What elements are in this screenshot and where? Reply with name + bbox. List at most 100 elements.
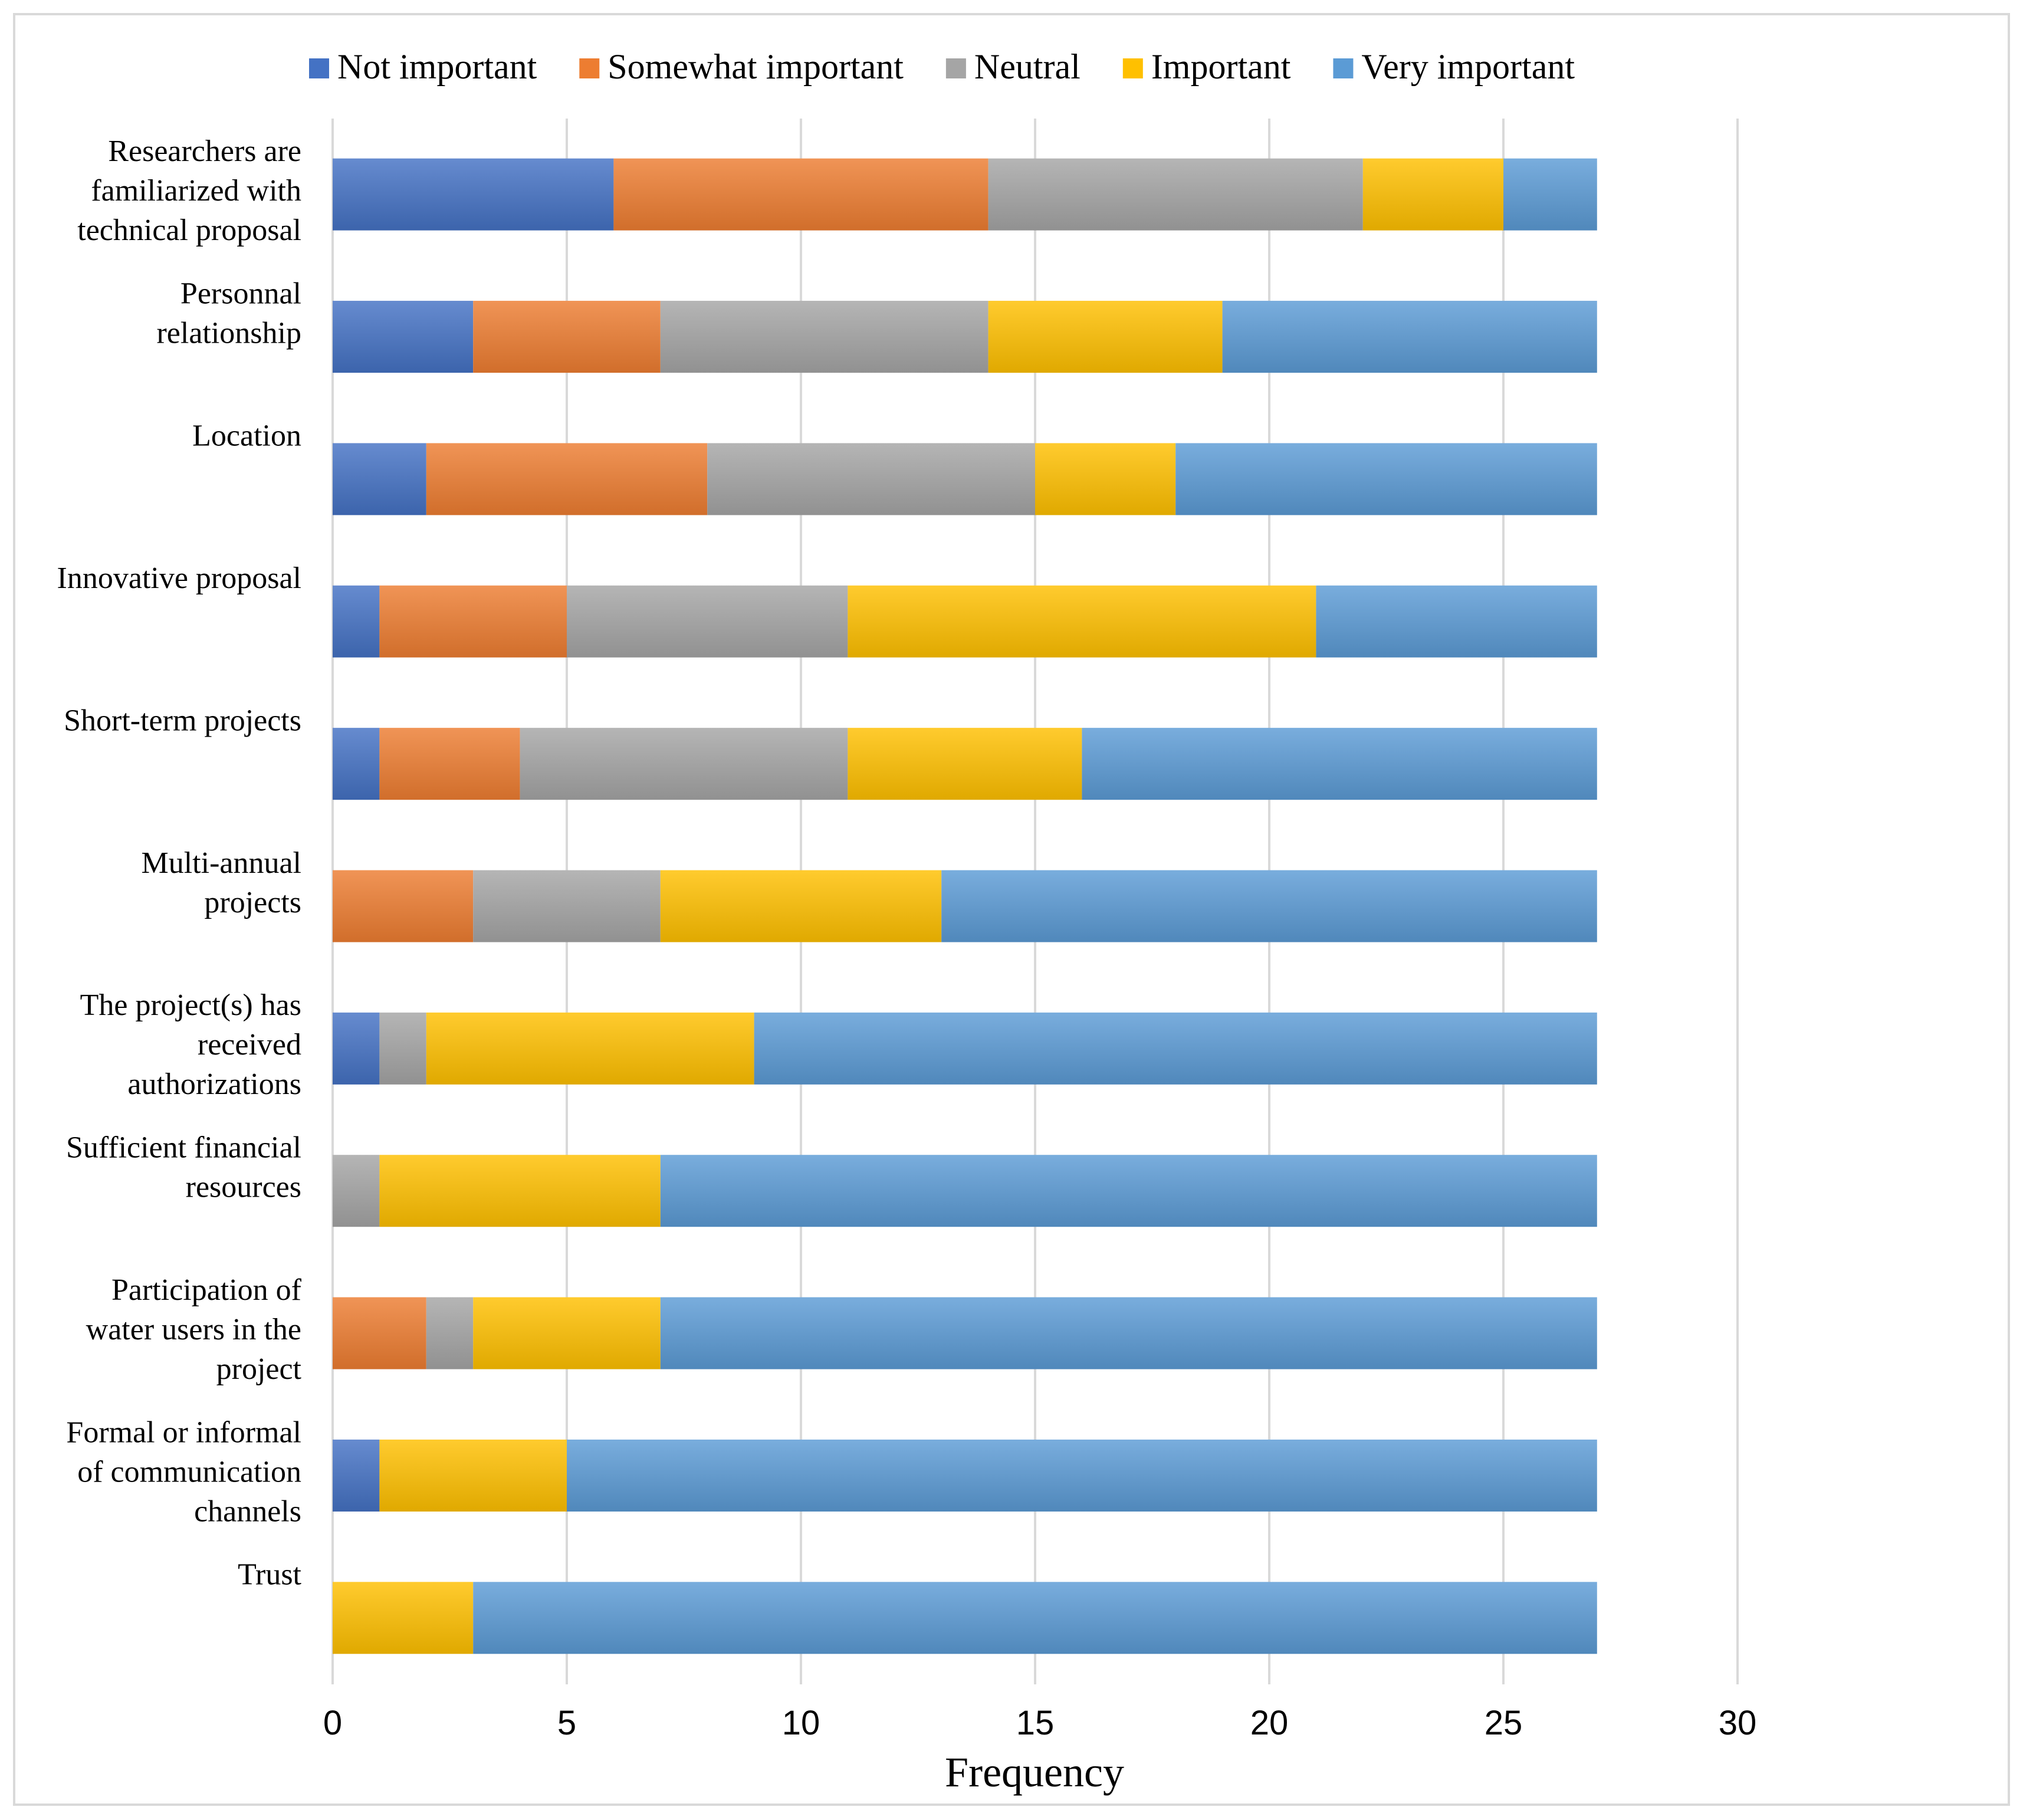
category-label-line: Trust [238, 1558, 301, 1592]
bar-segment-important [988, 301, 1223, 373]
bar-segment-somewhat-important [426, 443, 708, 515]
legend-swatch [579, 58, 600, 78]
bar-segment-very-important [1222, 301, 1597, 373]
x-tick-label: 30 [1719, 1704, 1757, 1742]
bar-segment-important [848, 728, 1082, 800]
category-label-line: Multi-annual [141, 846, 301, 880]
legend-swatch [945, 58, 966, 78]
category-label: Trust [238, 1558, 301, 1592]
x-tick-label: 15 [1016, 1704, 1055, 1742]
bar-segment-somewhat-important [333, 1297, 426, 1369]
bar-segment-very-important [1503, 158, 1597, 231]
bar-segment-important [333, 1582, 474, 1654]
bar-segment-very-important [754, 1012, 1597, 1085]
category-label: The project(s) has received authorizations [80, 988, 301, 1101]
x-tick-label: 5 [557, 1704, 576, 1742]
bar-segment-important [1362, 158, 1503, 231]
bars [333, 158, 1597, 1654]
category-label-line: Formal or informal [66, 1415, 301, 1449]
category-label-line: Personnal [180, 277, 301, 310]
category-label-line: Participation of [111, 1273, 302, 1307]
bar-segment-not-important [333, 158, 614, 231]
legend: Not important Somewhat important Neutral Im… [309, 47, 1575, 86]
x-tick-label: 20 [1250, 1704, 1289, 1742]
bar-segment-important [379, 1155, 661, 1227]
bar-segment-neutral [660, 301, 988, 373]
category-label-line: Sufficient financial [66, 1131, 301, 1165]
x-axis-label: Frequency [945, 1749, 1124, 1796]
category-label-line: Researchers are [108, 134, 301, 168]
bar-segment-somewhat-important [333, 870, 474, 942]
category-label: Participation of water users in the projec… [86, 1273, 302, 1386]
bar-segment-neutral [473, 870, 661, 942]
bar-segment-very-important [941, 870, 1597, 942]
bar-segment-very-important [1316, 585, 1597, 658]
bar-segment-neutral [379, 1012, 426, 1085]
legend-label: Very important [1361, 47, 1575, 86]
bar-segment-important [379, 1439, 567, 1512]
bar-segment-not-important [333, 1012, 380, 1085]
bar-segment-neutral [567, 585, 848, 658]
category-label-line: familiarized with [91, 174, 301, 208]
bar-segment-important [848, 585, 1316, 658]
category-label-line: of communication [77, 1455, 301, 1489]
category-label-line: channels [194, 1494, 301, 1528]
bar-segment-not-important [333, 443, 426, 515]
bar-segment-very-important [567, 1439, 1597, 1512]
bar-segment-not-important [333, 728, 380, 800]
legend-swatch [1333, 58, 1354, 78]
x-tick-label: 25 [1485, 1704, 1523, 1742]
legend-label: Neutral [974, 47, 1081, 86]
bar-segment-very-important [1175, 443, 1597, 515]
category-label: Personnal relationship [156, 277, 301, 350]
bar-segment-neutral [707, 443, 1035, 515]
bar-segment-important [1035, 443, 1176, 515]
category-label-line: Short-term projects [64, 704, 301, 737]
category-label-line: project [216, 1352, 302, 1386]
category-label-line: Location [192, 419, 301, 453]
legend-swatch [1122, 58, 1143, 78]
category-label-line: relationship [156, 316, 301, 350]
category-label-line: water users in the [86, 1313, 301, 1346]
chart-frame: Researchers are familiarized with technica… [13, 13, 2010, 1806]
stacked-bar-chart: Researchers are familiarized with technica… [57, 47, 1757, 1796]
category-label-line: projects [204, 886, 301, 919]
category-labels: Researchers are familiarized with technica… [57, 134, 302, 1592]
x-tick-label: 0 [323, 1704, 342, 1742]
bar-segment-very-important [473, 1582, 1597, 1654]
legend-label: Not important [337, 47, 537, 86]
bar-segment-not-important [333, 585, 380, 658]
legend-label: Somewhat important [607, 47, 904, 86]
category-label-line: The project(s) has [80, 988, 301, 1022]
bar-segment-not-important [333, 301, 474, 373]
bar-segment-not-important [333, 1439, 380, 1512]
bar-segment-very-important [660, 1297, 1597, 1369]
bar-segment-important [473, 1297, 661, 1369]
bar-segment-important [426, 1012, 754, 1085]
category-label-line: Innovative proposal [57, 561, 301, 595]
bar-segment-somewhat-important [473, 301, 661, 373]
legend-label: Important [1151, 47, 1291, 86]
legend-swatch [309, 58, 329, 78]
category-label: Short-term projects [64, 704, 301, 737]
bar-segment-neutral [988, 158, 1363, 231]
bar-segment-neutral [426, 1297, 474, 1369]
category-label-line: authorizations [127, 1067, 301, 1101]
bar-segment-somewhat-important [613, 158, 988, 231]
category-label: Sufficient financial resources [66, 1131, 301, 1204]
bar-segment-important [660, 870, 942, 942]
category-label: Researchers are familiarized with technica… [77, 134, 301, 247]
category-label: Formal or informal of communication channe… [66, 1415, 301, 1528]
bar-segment-neutral [520, 728, 848, 800]
bar-segment-somewhat-important [379, 728, 520, 800]
bar-segment-very-important [1082, 728, 1597, 800]
category-label: Innovative proposal [57, 561, 301, 595]
bar-segment-very-important [660, 1155, 1597, 1227]
category-label-line: technical proposal [77, 213, 301, 247]
x-tick-label: 10 [782, 1704, 820, 1742]
category-label: Location [192, 419, 301, 453]
x-axis-ticks: 0 5 10 15 20 25 30 [323, 1704, 1756, 1742]
category-label-line: received [198, 1028, 301, 1062]
bar-segment-neutral [333, 1155, 380, 1227]
category-label: Multi-annual projects [141, 846, 301, 919]
